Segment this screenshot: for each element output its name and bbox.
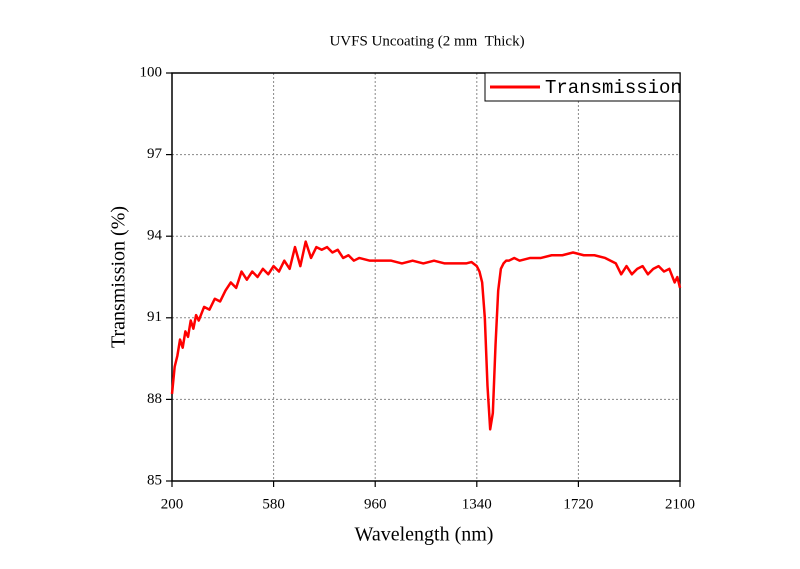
y-tick-label: 94	[147, 228, 163, 244]
x-tick-label: 2100	[665, 496, 695, 512]
x-tick-label: 1340	[462, 496, 492, 512]
legend-label: Transmission	[545, 77, 682, 99]
x-tick-label: 580	[262, 496, 285, 512]
y-tick-label: 88	[147, 391, 162, 407]
y-tick-label: 100	[140, 64, 163, 80]
y-axis-label: Transmission (%)	[108, 206, 130, 348]
y-tick-label: 97	[147, 146, 163, 162]
x-tick-label: 960	[364, 496, 387, 512]
x-axis-label: Wavelength (nm)	[355, 524, 494, 546]
data-line	[170, 240, 682, 431]
x-tick-label: 1720	[563, 496, 593, 512]
y-tick-label: 85	[147, 472, 162, 488]
y-tick-label: 91	[147, 309, 162, 325]
x-tick-label: 200	[161, 496, 184, 512]
chart-title: UVFS Uncoating (2 mm Thick)	[329, 33, 524, 49]
plot-frame	[171, 72, 681, 482]
